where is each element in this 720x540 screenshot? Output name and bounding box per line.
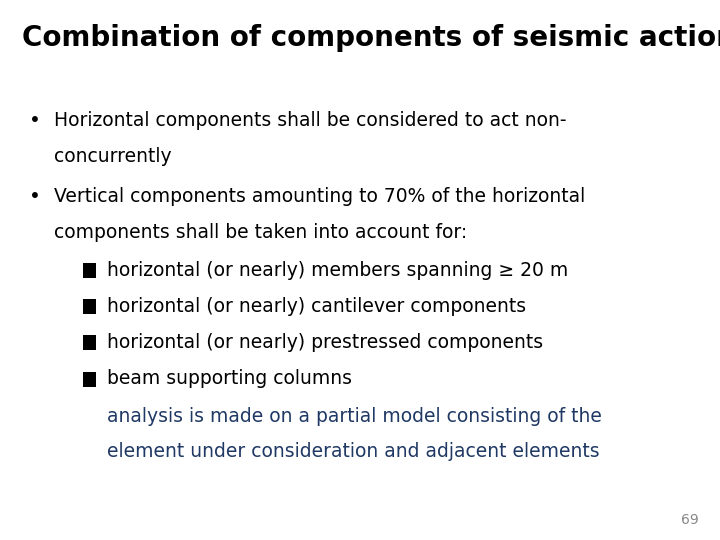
FancyBboxPatch shape <box>83 299 96 314</box>
Text: Vertical components amounting to 70% of the horizontal: Vertical components amounting to 70% of … <box>54 187 585 206</box>
Text: horizontal (or nearly) prestressed components: horizontal (or nearly) prestressed compo… <box>107 333 543 352</box>
Text: horizontal (or nearly) cantilever components: horizontal (or nearly) cantilever compon… <box>107 297 526 316</box>
Text: Combination of components of seismic action: Combination of components of seismic act… <box>22 24 720 52</box>
Text: analysis is made on a partial model consisting of the: analysis is made on a partial model cons… <box>107 407 601 426</box>
Text: components shall be taken into account for:: components shall be taken into account f… <box>54 223 467 242</box>
Text: beam supporting columns: beam supporting columns <box>107 369 351 388</box>
FancyBboxPatch shape <box>83 372 96 387</box>
Text: concurrently: concurrently <box>54 147 171 166</box>
Text: •: • <box>29 187 40 206</box>
Text: horizontal (or nearly) members spanning ≥ 20 m: horizontal (or nearly) members spanning … <box>107 261 568 280</box>
Text: 69: 69 <box>680 512 698 526</box>
FancyBboxPatch shape <box>83 263 96 278</box>
Text: Horizontal components shall be considered to act non-: Horizontal components shall be considere… <box>54 111 567 130</box>
Text: element under consideration and adjacent elements: element under consideration and adjacent… <box>107 442 599 461</box>
FancyBboxPatch shape <box>83 335 96 350</box>
Text: •: • <box>29 111 40 130</box>
